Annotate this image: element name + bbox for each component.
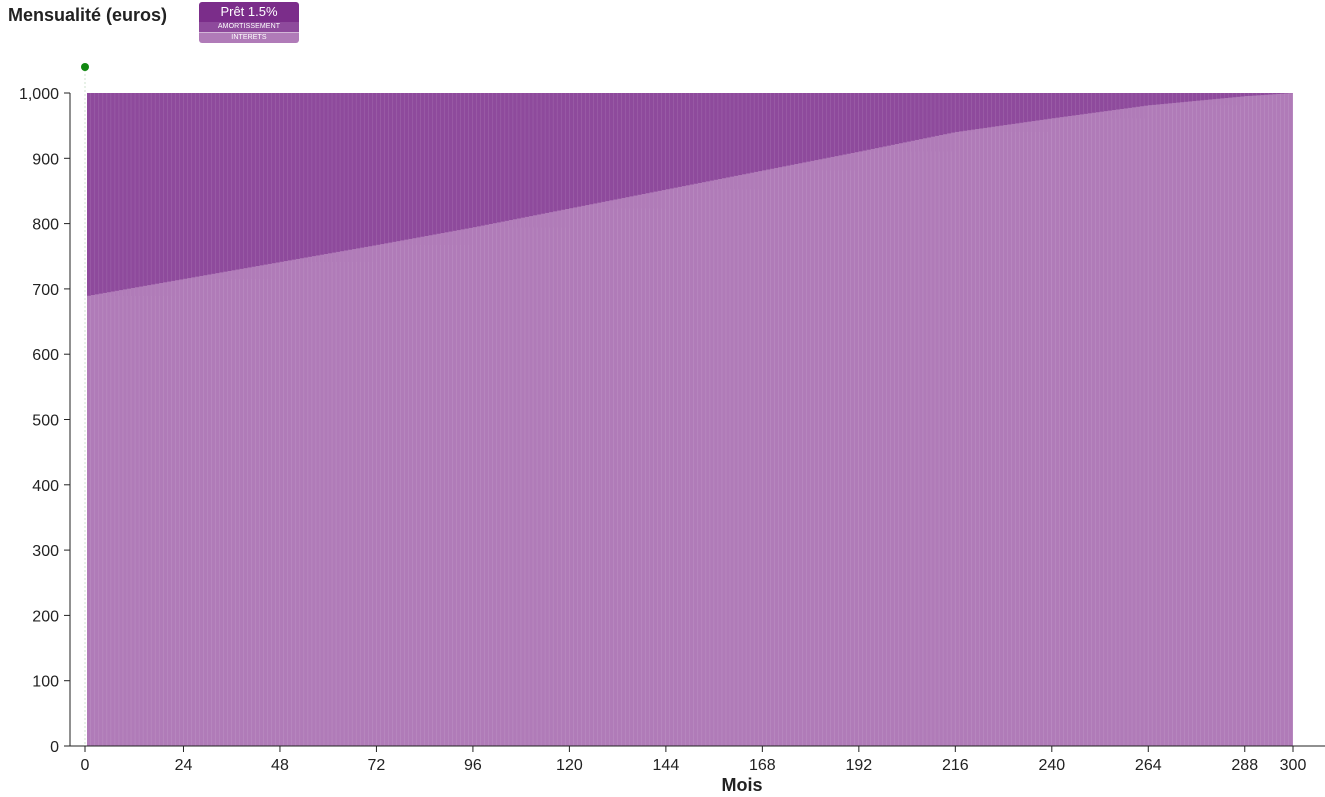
y-tick-label: 400 <box>32 478 59 495</box>
x-tick-label: 300 <box>1280 757 1307 774</box>
legend-loan-label[interactable]: Prêt 1.5% <box>199 2 299 22</box>
hover-marker <box>81 63 89 71</box>
legend[interactable]: Prêt 1.5% AMORTISSEMENT INTERETS <box>199 2 299 43</box>
x-tick-label: 120 <box>556 757 583 774</box>
x-tick-label: 192 <box>845 757 872 774</box>
y-tick-label: 0 <box>50 739 59 756</box>
x-tick-label: 168 <box>749 757 776 774</box>
x-tick-label: 216 <box>942 757 969 774</box>
y-tick-label: 500 <box>32 413 59 430</box>
y-tick-label: 700 <box>32 282 59 299</box>
y-tick-label: 1,000 <box>19 86 59 103</box>
x-tick-label: 96 <box>464 757 482 774</box>
y-tick-label: 800 <box>32 217 59 234</box>
y-tick-label: 200 <box>32 608 59 625</box>
x-tick-label: 288 <box>1231 757 1258 774</box>
legend-amortissement[interactable]: AMORTISSEMENT <box>199 22 299 33</box>
chart-title: Mensualité (euros) <box>8 5 168 25</box>
y-tick-label: 300 <box>32 543 59 560</box>
bars-layer <box>87 93 1294 747</box>
y-tick-label: 100 <box>32 674 59 691</box>
x-tick-label: 48 <box>271 757 289 774</box>
x-tick-label: 24 <box>175 757 193 774</box>
x-tick-label: 72 <box>368 757 386 774</box>
axes-layer: 0 100 200 300 400 500 600 700 800 900 1,000 0 24 48 72… <box>19 63 1325 774</box>
x-tick-label: 264 <box>1135 757 1162 774</box>
y-tick-label: 600 <box>32 347 59 364</box>
x-axis-title: Mois <box>721 775 762 795</box>
y-tick-label: 900 <box>32 151 59 168</box>
x-tick-label: 144 <box>653 757 680 774</box>
x-tick-label: 0 <box>81 757 90 774</box>
bar-stripes <box>87 93 1294 747</box>
legend-interets[interactable]: INTERETS <box>199 33 299 43</box>
x-tick-label: 240 <box>1038 757 1065 774</box>
